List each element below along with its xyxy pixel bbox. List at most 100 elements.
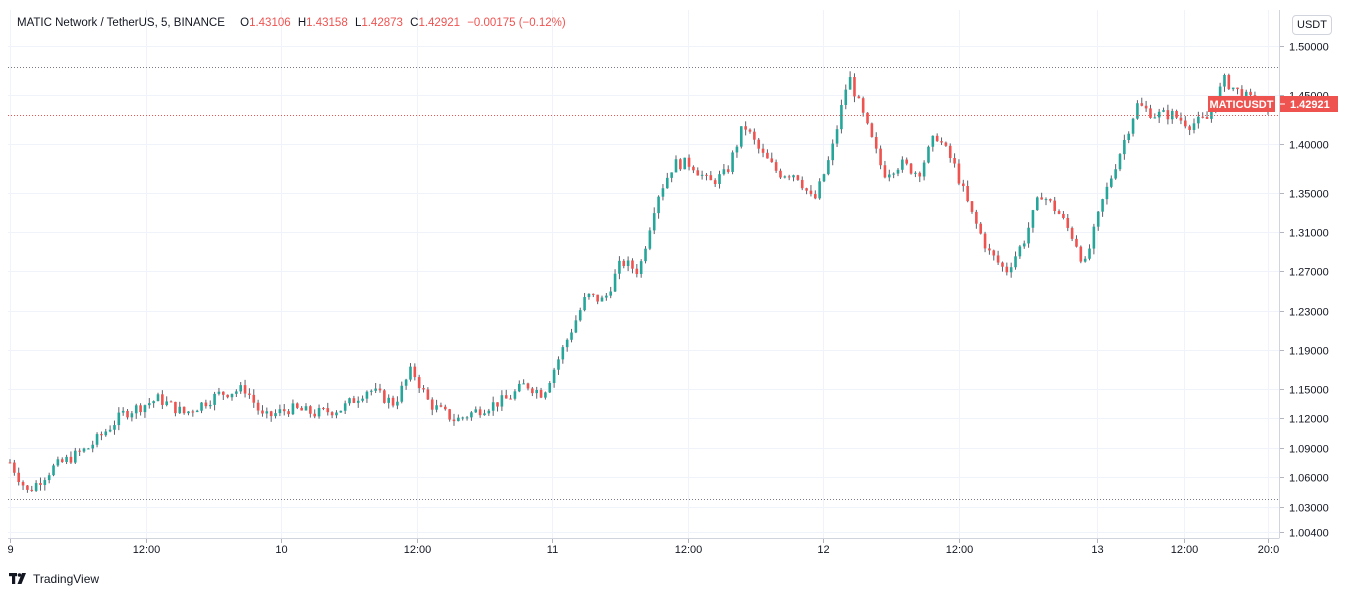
candle-body	[108, 429, 112, 432]
candle-body	[21, 482, 25, 486]
x-tick-label: 13	[1091, 544, 1103, 556]
candle-body	[639, 261, 643, 275]
candle-body	[870, 123, 874, 137]
candle-body	[378, 388, 382, 391]
candle-body	[509, 398, 512, 400]
candle-body	[1157, 111, 1161, 118]
candle-body	[644, 248, 647, 262]
candle-body	[113, 425, 116, 430]
candle-body	[970, 201, 974, 212]
candle-body	[1249, 91, 1252, 96]
candle-body	[692, 166, 695, 171]
candle-body	[1205, 117, 1209, 119]
y-tick-label: 1.50000	[1289, 42, 1329, 54]
candle-body	[300, 407, 303, 411]
candle-body	[1079, 246, 1083, 262]
candle-body	[356, 400, 360, 403]
candle-body	[383, 390, 386, 403]
candle-body	[957, 163, 961, 184]
candle-body	[526, 383, 530, 389]
candle-body	[491, 402, 495, 411]
candle-body	[121, 410, 125, 413]
candle-body	[726, 169, 730, 172]
candle-body	[187, 411, 190, 414]
candle-body	[1062, 213, 1065, 218]
candle-body	[1227, 74, 1231, 90]
close-value: 1.42921	[418, 17, 461, 29]
candle-body	[1014, 256, 1017, 268]
symbol-title[interactable]: MATIC Network / TetherUS, 5, BINANCE	[17, 17, 225, 29]
price-axis[interactable]: 1.00400 1.03000 1.06000 1.09000 1.12000 1.150…	[1280, 42, 1329, 540]
candle-body	[1009, 267, 1013, 273]
candle-body	[343, 403, 347, 411]
candle-body	[1088, 248, 1091, 259]
candle-body	[465, 417, 469, 419]
x-tick-label: 12:00	[675, 544, 703, 556]
tradingview-logo[interactable]: TradingView	[9, 572, 99, 586]
candle-body	[82, 448, 86, 452]
candle-body	[387, 397, 391, 403]
candle-body	[1114, 169, 1117, 179]
candle-body	[935, 135, 939, 142]
candle-body	[400, 385, 404, 402]
candle-body	[822, 174, 826, 182]
candle-body	[417, 377, 421, 389]
candle-body	[365, 391, 369, 399]
candle-body	[178, 406, 182, 414]
candle-body	[352, 398, 356, 403]
candle-body	[1075, 238, 1078, 247]
candle-body	[322, 408, 325, 410]
y-tick-label: 1.03000	[1289, 503, 1329, 515]
candle-body	[69, 456, 73, 463]
candle-body	[1179, 117, 1183, 121]
candle-body	[861, 98, 865, 113]
candle-body	[52, 465, 55, 476]
candle-body	[256, 402, 260, 411]
candle-body	[374, 388, 377, 391]
candle-body	[522, 383, 525, 385]
candle-body	[996, 255, 1000, 263]
y-tick-label: 1.31000	[1289, 228, 1329, 240]
candle-body	[221, 391, 225, 395]
candle-body	[539, 389, 543, 398]
time-axis[interactable]: 9 12:00 10 12:00 11 12:00 12 12:00 13 12:00 20:0	[7, 539, 1279, 556]
candle-body	[165, 401, 169, 405]
candle-body	[504, 395, 508, 399]
candle-body	[104, 431, 108, 436]
candle-body	[561, 347, 565, 360]
candle-body	[1101, 199, 1104, 212]
candle-body	[1240, 89, 1244, 101]
candle-body	[1201, 116, 1205, 118]
candle-body	[648, 230, 652, 249]
chart-grid	[8, 10, 1279, 538]
candle-body	[1109, 178, 1113, 187]
candle-body	[705, 174, 708, 176]
candle-body	[47, 475, 51, 481]
candle-body	[1131, 118, 1135, 134]
x-tick-label: 11	[547, 544, 558, 556]
candle-body	[1031, 210, 1035, 228]
candle-body	[130, 413, 134, 418]
candle-body	[34, 483, 38, 491]
candle-body	[848, 77, 852, 90]
candle-body	[774, 162, 778, 171]
candle-body	[591, 293, 595, 295]
candle-body	[73, 450, 77, 463]
price-tag-bg	[1280, 96, 1338, 112]
candle-body	[827, 160, 830, 175]
candle-body	[282, 409, 286, 412]
x-tick-label: 12:00	[946, 544, 974, 556]
candle-body	[243, 385, 247, 394]
candle-body	[195, 410, 199, 413]
candle-body	[761, 148, 765, 153]
candle-body	[391, 397, 395, 406]
candle-body	[1153, 117, 1157, 119]
candle-body	[295, 403, 299, 408]
candle-body	[439, 405, 443, 407]
candle-body	[622, 260, 626, 267]
currency-unit-button[interactable]: USDT	[1292, 15, 1332, 35]
candle-body	[696, 170, 700, 176]
candle-body	[618, 260, 621, 274]
candle-body	[13, 462, 16, 473]
